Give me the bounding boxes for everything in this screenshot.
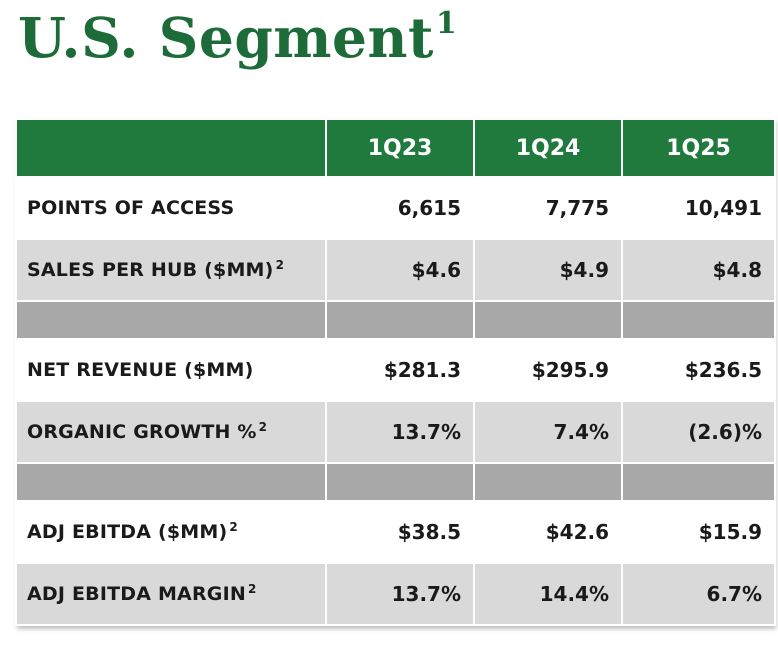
column-header-1q25: 1Q25 [621,118,776,178]
row-footnote-marker: 2 [258,420,268,434]
table-spacer-row [15,462,776,502]
row-label-text: ORGANIC GROWTH % [27,421,257,443]
table-row-adj-ebitda: ADJ EBITDA ($MM) 2 $38.5 $42.6 $15.9 [15,500,776,564]
row-footnote-marker: 2 [275,258,285,272]
row-label-text: POINTS OF ACCESS [27,197,235,219]
title-footnote-marker: 1 [435,6,458,41]
row-label-text: NET REVENUE ($MM) [27,359,254,381]
table-cell: 14.4% [473,562,623,626]
table-header-row: 1Q23 1Q24 1Q25 [15,118,776,178]
table-row-organic-growth: ORGANIC GROWTH % 2 13.7% 7.4% (2.6)% [15,400,776,464]
table-cell: $38.5 [325,500,475,564]
spacer-cell [473,300,623,340]
row-label: NET REVENUE ($MM) [15,338,327,402]
table-cell: $4.9 [473,238,623,302]
row-label-text: ADJ EBITDA MARGIN [27,583,246,605]
row-label-text: SALES PER HUB ($MM) [27,259,274,281]
page-title: U.S. Segment1 [18,2,457,74]
table-cell: 13.7% [325,400,475,464]
spacer-cell [621,300,776,340]
spacer-cell [473,462,623,502]
table-row-points-of-access: POINTS OF ACCESS 6,615 7,775 10,491 [15,176,776,240]
spacer-cell [15,300,327,340]
column-header-1q24: 1Q24 [473,118,623,178]
spacer-cell [325,300,475,340]
row-label: SALES PER HUB ($MM) 2 [15,238,327,302]
table-cell: (2.6)% [621,400,776,464]
table-cell: $4.8 [621,238,776,302]
us-segment-table: 1Q23 1Q24 1Q25 POINTS OF ACCESS 6,615 7,… [15,118,776,626]
row-label-text: ADJ EBITDA ($MM) [27,521,228,543]
table-cell: $42.6 [473,500,623,564]
table-row-adj-ebitda-margin: ADJ EBITDA MARGIN 2 13.7% 14.4% 6.7% [15,562,776,626]
table-cell: 6,615 [325,176,475,240]
table-cell: 10,491 [621,176,776,240]
spacer-cell [15,462,327,502]
table-cell: 7,775 [473,176,623,240]
row-footnote-marker: 2 [247,582,257,596]
table-spacer-row [15,300,776,340]
column-header-1q23: 1Q23 [325,118,475,178]
spacer-cell [621,462,776,502]
table-cell: 7.4% [473,400,623,464]
table-cell: $295.9 [473,338,623,402]
table-cell: $281.3 [325,338,475,402]
table-cell: $15.9 [621,500,776,564]
table-row-sales-per-hub: SALES PER HUB ($MM) 2 $4.6 $4.9 $4.8 [15,238,776,302]
header-blank-cell [15,118,327,178]
row-label: ADJ EBITDA MARGIN 2 [15,562,327,626]
row-label: ADJ EBITDA ($MM) 2 [15,500,327,564]
table-row-net-revenue: NET REVENUE ($MM) $281.3 $295.9 $236.5 [15,338,776,402]
row-label: ORGANIC GROWTH % 2 [15,400,327,464]
page-title-text: U.S. Segment [18,5,434,70]
table-cell: 13.7% [325,562,475,626]
spacer-cell [325,462,475,502]
table-cell: $4.6 [325,238,475,302]
us-segment-table-container: 1Q23 1Q24 1Q25 POINTS OF ACCESS 6,615 7,… [15,118,776,626]
row-footnote-marker: 2 [229,520,238,534]
table-cell: $236.5 [621,338,776,402]
row-label: POINTS OF ACCESS [15,176,327,240]
table-cell: 6.7% [621,562,776,626]
